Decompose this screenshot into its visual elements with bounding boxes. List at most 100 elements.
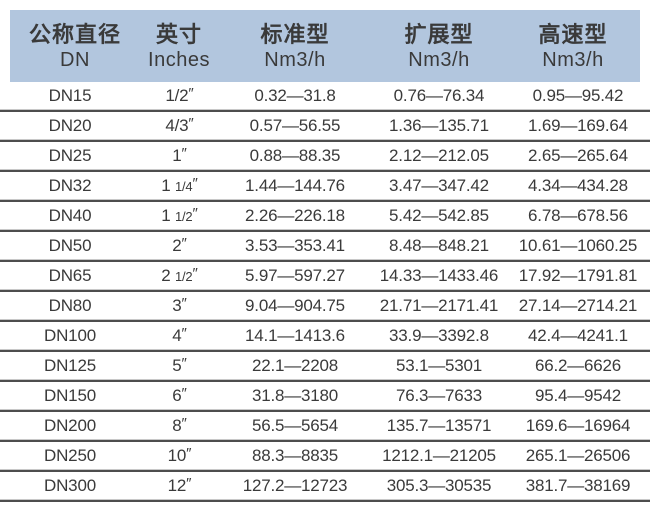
extended-range-cell: 14.33—1433.46 bbox=[379, 265, 499, 285]
inches-value: 4/3 bbox=[165, 116, 189, 135]
high-speed-range-cell: 1.69—169.64 bbox=[528, 115, 628, 135]
standard-range-cell: 3.53—353.41 bbox=[245, 235, 345, 255]
dn-cell: DN300 bbox=[44, 475, 96, 495]
inches-value: 1/4 bbox=[174, 179, 193, 194]
dn-cell: DN250 bbox=[44, 445, 96, 465]
inches-cell: 2 1/2″ bbox=[140, 265, 218, 286]
inch-mark: ″ bbox=[192, 205, 197, 222]
table-header: 公称直径 DN 英寸 Inches 标准型 Nm3/h 扩展型 Nm3/h 高速… bbox=[10, 10, 640, 82]
inches-cell: 12″ bbox=[140, 475, 218, 496]
standard-range-cell: 56.5—5654 bbox=[251, 415, 339, 435]
inch-mark: ″ bbox=[181, 355, 186, 372]
high-speed-range-cell: 381.7—38169 bbox=[525, 475, 631, 495]
inches-cell: 2″ bbox=[140, 235, 218, 256]
inches-value: 1 bbox=[172, 146, 182, 165]
table-row: DN20 4/3″ 0.57—56.55 1.36—135.71 1.69—169.64 bbox=[0, 112, 650, 139]
extended-range-cell: 3.47—347.42 bbox=[389, 175, 489, 195]
inches-value: 12 bbox=[167, 476, 187, 495]
standard-range-cell: 0.32—31.8 bbox=[254, 85, 336, 105]
inches-cell: 8″ bbox=[140, 415, 218, 436]
inch-mark: ″ bbox=[181, 415, 186, 432]
dn-cell: DN15 bbox=[48, 85, 92, 105]
extended-range-cell: 33.9—3392.8 bbox=[389, 325, 489, 345]
inch-mark: ″ bbox=[186, 475, 191, 492]
standard-range-cell: 9.04—904.75 bbox=[245, 295, 345, 315]
inches-value: 2 bbox=[172, 236, 182, 255]
extended-range-cell: 8.48—848.21 bbox=[389, 235, 489, 255]
extended-range-cell: 76.3—7633 bbox=[395, 385, 483, 405]
inches-value: 2 bbox=[161, 266, 175, 285]
standard-range-cell: 5.97—597.27 bbox=[245, 265, 345, 285]
header-standard-type-sub: Nm3/h bbox=[264, 49, 326, 72]
table-row: DN150 6″ 31.8—3180 76.3—7633 95.4—9542 bbox=[0, 382, 650, 409]
table-row: DN15 1/2″ 0.32—31.8 0.76—76.34 0.95—95.42 bbox=[0, 82, 650, 109]
table-row: DN25 1″ 0.88—88.35 2.12—212.05 2.65—265.64 bbox=[0, 142, 650, 169]
standard-range-cell: 127.2—12723 bbox=[242, 475, 348, 495]
dn-cell: DN65 bbox=[48, 265, 92, 285]
row-separator bbox=[0, 379, 650, 382]
dn-cell: DN200 bbox=[44, 415, 96, 435]
inches-cell: 4/3″ bbox=[140, 115, 218, 136]
standard-range-cell: 14.1—1413.6 bbox=[245, 325, 345, 345]
dn-cell: DN125 bbox=[44, 355, 96, 375]
inches-cell: 6″ bbox=[140, 385, 218, 406]
header-inches-zh: 英寸 bbox=[155, 21, 202, 47]
row-separator bbox=[0, 259, 650, 262]
header-standard-type: 标准型 Nm3/h bbox=[218, 19, 372, 74]
table-row: DN200 8″ 56.5—5654 135.7—13571 169.6—16964 bbox=[0, 412, 650, 439]
inch-mark: ″ bbox=[188, 85, 193, 102]
high-speed-range-cell: 27.14—2714.21 bbox=[518, 295, 638, 315]
inches-cell: 3″ bbox=[140, 295, 218, 316]
header-high-speed-type-sub: Nm3/h bbox=[542, 49, 604, 72]
header-inches: 英寸 Inches bbox=[140, 19, 218, 74]
dn-cell: DN100 bbox=[44, 325, 96, 345]
inches-cell: 1 1/4″ bbox=[140, 175, 218, 196]
standard-range-cell: 88.3—8835 bbox=[251, 445, 339, 465]
table-row: DN65 2 1/2″ 5.97—597.27 14.33—1433.46 17.92—… bbox=[0, 262, 650, 289]
dn-cell: DN20 bbox=[48, 115, 92, 135]
extended-range-cell: 1.36—135.71 bbox=[389, 115, 489, 135]
standard-range-cell: 0.57—56.55 bbox=[249, 115, 341, 135]
inches-value: 1/2 bbox=[174, 209, 193, 224]
table-row: DN125 5″ 22.1—2208 53.1—5301 66.2—6626 bbox=[0, 352, 650, 379]
row-separator bbox=[0, 109, 650, 112]
inches-value: 5 bbox=[172, 356, 182, 375]
table-body: DN15 1/2″ 0.32—31.8 0.76—76.34 0.95—95.42 DN2… bbox=[0, 82, 650, 502]
dn-cell: DN150 bbox=[44, 385, 96, 405]
standard-range-cell: 31.8—3180 bbox=[251, 385, 339, 405]
inches-value: 3 bbox=[172, 296, 182, 315]
inches-value: 4 bbox=[172, 326, 182, 345]
inches-cell: 1/2″ bbox=[140, 85, 218, 106]
inches-cell: 1 1/2″ bbox=[140, 205, 218, 226]
header-nominal-diameter-zh: 公称直径 bbox=[28, 21, 121, 47]
inches-value: 10 bbox=[167, 446, 187, 465]
high-speed-range-cell: 6.78—678.56 bbox=[528, 205, 628, 225]
inches-cell: 10″ bbox=[140, 445, 218, 466]
high-speed-range-cell: 2.65—265.64 bbox=[528, 145, 628, 165]
header-standard-type-zh: 标准型 bbox=[260, 21, 330, 47]
row-separator bbox=[0, 319, 650, 322]
inches-cell: 1″ bbox=[140, 145, 218, 166]
header-extended-type-zh: 扩展型 bbox=[404, 21, 474, 47]
row-separator bbox=[0, 289, 650, 292]
inch-mark: ″ bbox=[186, 445, 191, 462]
extended-range-cell: 2.12—212.05 bbox=[389, 145, 489, 165]
table-row: DN80 3″ 9.04—904.75 21.71—2171.41 27.14—2714… bbox=[0, 292, 650, 319]
inches-value: 6 bbox=[172, 386, 182, 405]
high-speed-range-cell: 0.95—95.42 bbox=[532, 85, 624, 105]
inches-value: 8 bbox=[172, 416, 182, 435]
inches-cell: 4″ bbox=[140, 325, 218, 346]
high-speed-range-cell: 42.4—4241.1 bbox=[528, 325, 628, 345]
inch-mark: ″ bbox=[192, 265, 197, 282]
table-row: DN40 1 1/2″ 2.26—226.18 5.42—542.85 6.78—678… bbox=[0, 202, 650, 229]
standard-range-cell: 22.1—2208 bbox=[251, 355, 339, 375]
table-row: DN250 10″ 88.3—8835 1212.1—21205 265.1—26506 bbox=[0, 442, 650, 469]
extended-range-cell: 0.76—76.34 bbox=[393, 85, 485, 105]
row-separator bbox=[0, 469, 650, 472]
inch-mark: ″ bbox=[181, 295, 186, 312]
table-row: DN100 4″ 14.1—1413.6 33.9—3392.8 42.4—4241.1 bbox=[0, 322, 650, 349]
inch-mark: ″ bbox=[181, 325, 186, 342]
extended-range-cell: 1212.1—21205 bbox=[382, 445, 496, 465]
table-row: DN32 1 1/4″ 1.44—144.76 3.47—347.42 4.34—434… bbox=[0, 172, 650, 199]
